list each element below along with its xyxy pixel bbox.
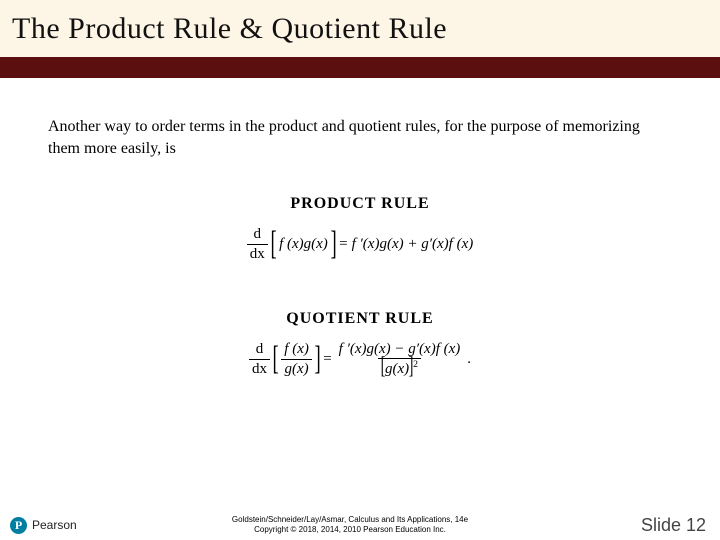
pearson-p-icon: P <box>10 517 27 534</box>
quotient-rhs-exp: 2 <box>413 359 418 370</box>
publisher-logo: P Pearson <box>0 517 100 534</box>
product-inside: f (x)g(x) <box>279 236 328 253</box>
slide-number-wrap: Slide 12 <box>600 515 720 536</box>
quotient-rhs-den-base: g(x) <box>385 361 409 377</box>
ddx-den: dx <box>247 244 268 263</box>
equals: = <box>339 236 347 253</box>
title-bar: The Product Rule & Quotient Rule <box>0 0 720 58</box>
quotient-rule-label: QUOTIENT RULE <box>48 310 672 328</box>
product-rule-label: PRODUCT RULE <box>48 195 672 213</box>
ddx-num: d <box>251 226 265 244</box>
equals-q: = <box>323 351 331 368</box>
accent-bar <box>0 58 720 78</box>
quotient-rhs-num: f ′(x)g(x) − g′(x)f (x) <box>336 341 464 359</box>
slide-title: The Product Rule & Quotient Rule <box>12 12 447 46</box>
quotient-rule-formula: d dx [ f (x) g(x) ] = f ′(x)g(x) − g′(x)… <box>48 340 672 378</box>
footer: P Pearson Goldstein/Schneider/Lay/Asmar,… <box>0 510 720 540</box>
credit-line1: Goldstein/Schneider/Lay/Asmar, Calculus … <box>100 515 600 525</box>
product-rhs: f ′(x)g(x) + g′(x)f (x) <box>352 236 474 253</box>
quotient-inner-num: f (x) <box>281 341 312 359</box>
credit-text: Goldstein/Schneider/Lay/Asmar, Calculus … <box>100 515 600 534</box>
ddx-num-q: d <box>253 341 267 359</box>
intro-text: Another way to order terms in the produc… <box>48 116 672 159</box>
content-area: Another way to order terms in the produc… <box>0 78 720 378</box>
product-rule-formula: d dx [ f (x)g(x) ] = f ′(x)g(x) + g′(x)f… <box>48 225 672 262</box>
period: . <box>467 351 471 368</box>
slide-number: Slide 12 <box>641 515 706 535</box>
ddx-den-q: dx <box>249 359 270 378</box>
quotient-inner-den: g(x) <box>281 359 311 378</box>
publisher-name: Pearson <box>32 518 77 532</box>
credit-line2: Copyright © 2018, 2014, 2010 Pearson Edu… <box>100 525 600 535</box>
